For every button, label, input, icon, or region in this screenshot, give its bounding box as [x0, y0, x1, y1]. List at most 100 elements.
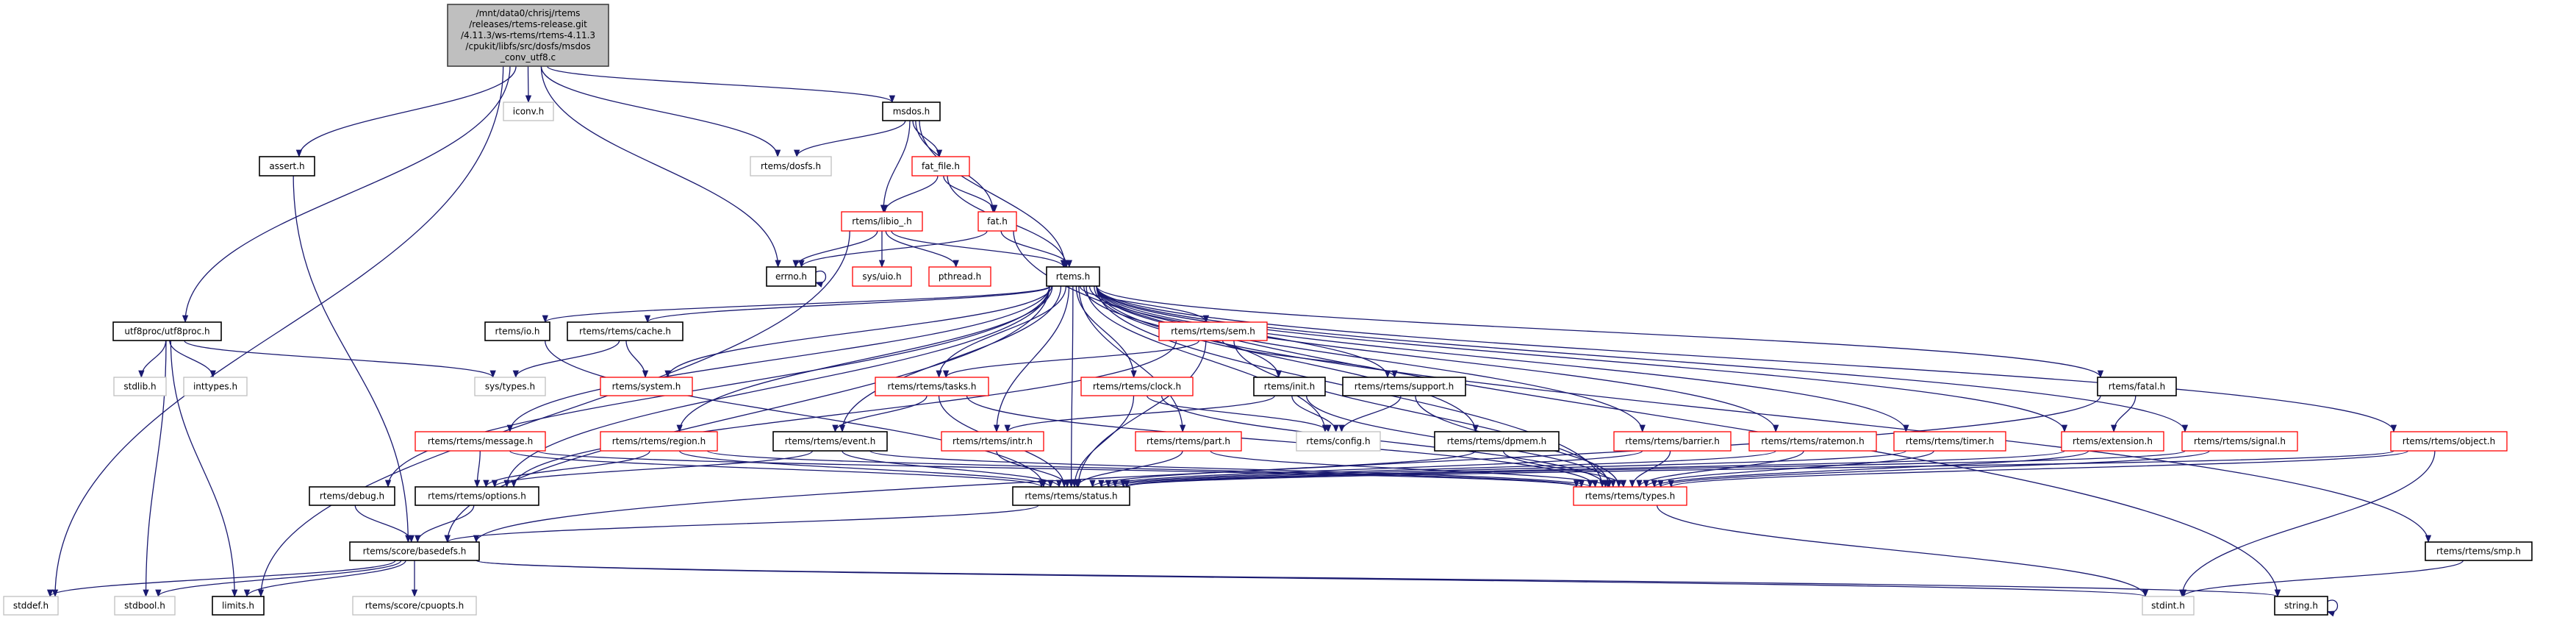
edge-smp-to-stdint: [2181, 560, 2464, 598]
edge-options-to-basedefs: [415, 505, 475, 544]
node-systypes[interactable]: sys/types.h: [474, 377, 546, 396]
node-support[interactable]: rtems/rtems/support.h: [1342, 377, 1466, 396]
edge-rtems-to-extension: [1096, 285, 2068, 433]
node-label: rtems/fatal.h: [2109, 382, 2165, 392]
edge-msdos-to-dosfs: [794, 120, 906, 158]
node-label: iconv.h: [513, 107, 544, 117]
node-label: rtems/rtems/tasks.h: [888, 382, 977, 392]
node-timer[interactable]: rtems/rtems/timer.h: [1893, 431, 2006, 452]
node-label: rtems/rtems/clock.h: [1093, 382, 1181, 392]
node-limits[interactable]: limits.h: [212, 596, 265, 616]
node-system[interactable]: rtems/system.h: [600, 377, 693, 396]
node-cache[interactable]: rtems/rtems/cache.h: [567, 321, 684, 341]
node-box: [113, 377, 167, 396]
node-status[interactable]: rtems/rtems/status.h: [1012, 486, 1130, 506]
node-rtems[interactable]: rtems.h: [1046, 266, 1100, 287]
node-main-file: /mnt/data0/chrisj/rtems/releases/rtems-r…: [447, 4, 609, 67]
node-clock[interactable]: rtems/rtems/clock.h: [1080, 377, 1194, 396]
node-stdlib[interactable]: stdlib.h: [113, 377, 167, 396]
node-init[interactable]: rtems/init.h: [1253, 377, 1326, 396]
node-config[interactable]: rtems/config.h: [1296, 431, 1381, 452]
node-fat_file[interactable]: fat_file.h: [911, 156, 970, 177]
node-libio[interactable]: rtems/libio_.h: [841, 211, 923, 232]
edge-fatal-to-extension: [2111, 395, 2136, 433]
node-signal[interactable]: rtems/rtems/signal.h: [2181, 431, 2298, 452]
node-label: fat.h: [987, 216, 1008, 227]
node-utf8proc[interactable]: utf8proc/utf8proc.h: [112, 321, 222, 341]
node-label: fat_file.h: [922, 161, 960, 171]
node-box: [1158, 321, 1268, 341]
node-io[interactable]: rtems/io.h: [484, 321, 550, 341]
node-box: [600, 431, 718, 452]
node-object[interactable]: rtems/rtems/object.h: [2390, 431, 2508, 452]
node-stdbool[interactable]: stdbool.h: [114, 596, 176, 616]
node-event[interactable]: rtems/rtems/event.h: [772, 431, 888, 452]
node-iconv[interactable]: iconv.h: [503, 101, 554, 121]
edge-rtems-to-cache: [645, 285, 1052, 324]
node-label: rtems/rtems/barrier.h: [1625, 436, 1720, 446]
node-stddef[interactable]: stddef.h: [3, 596, 59, 616]
edge-rtems-to-fatal: [1096, 285, 2103, 379]
node-tasks[interactable]: rtems/rtems/tasks.h: [875, 377, 989, 396]
node-part[interactable]: rtems/rtems/part.h: [1135, 431, 1242, 452]
edge-ratemon-to-status: [1105, 450, 1776, 488]
node-options[interactable]: rtems/rtems/options.h: [415, 486, 539, 506]
node-sem[interactable]: rtems/rtems/sem.h: [1158, 321, 1268, 341]
edge-clock-to-config: [1147, 395, 1332, 433]
node-label: rtems/rtems/event.h: [785, 436, 876, 446]
node-label: rtems/rtems/region.h: [612, 436, 706, 446]
node-barrier[interactable]: rtems/rtems/barrier.h: [1613, 431, 1732, 452]
node-box: [2181, 431, 2298, 452]
node-basedefs[interactable]: rtems/score/basedefs.h: [349, 541, 480, 561]
node-label: rtems/rtems/options.h: [428, 491, 526, 502]
node-debug[interactable]: rtems/debug.h: [309, 486, 395, 506]
node-errno[interactable]: errno.h: [766, 266, 817, 287]
node-msdos[interactable]: msdos.h: [882, 101, 941, 121]
node-fat[interactable]: fat.h: [977, 211, 1017, 232]
node-pthread[interactable]: pthread.h: [928, 266, 991, 287]
node-dosfs[interactable]: rtems/dosfs.h: [750, 156, 832, 177]
node-message[interactable]: rtems/rtems/message.h: [415, 431, 546, 452]
node-smp[interactable]: rtems/rtems/smp.h: [2425, 541, 2533, 561]
edge-part-to-status: [1074, 450, 1183, 488]
edge-utf8proc-to-stdlib: [138, 340, 167, 379]
node-box: [112, 321, 222, 341]
node-inttypes[interactable]: inttypes.h: [183, 377, 248, 396]
edge-event-to-options: [492, 450, 814, 488]
edge-debug-to-basedefs: [354, 505, 415, 544]
node-box: [349, 541, 480, 561]
node-extension[interactable]: rtems/extension.h: [2061, 431, 2164, 452]
node-fatal[interactable]: rtems/fatal.h: [2097, 377, 2177, 396]
node-intr[interactable]: rtems/rtems/intr.h: [941, 431, 1044, 452]
node-assert[interactable]: assert.h: [259, 156, 315, 177]
node-types[interactable]: rtems/rtems/types.h: [1573, 486, 1687, 506]
edge-dpmem-to-types: [1502, 450, 1627, 488]
node-label: sys/uio.h: [862, 271, 901, 282]
node-stdint[interactable]: stdint.h: [2142, 596, 2195, 616]
node-box: [766, 266, 817, 287]
node-label: rtems/rtems/timer.h: [1906, 436, 1994, 446]
edge-extension-to-status: [1120, 450, 2065, 488]
node-box: [772, 431, 888, 452]
node-label: rtems/rtems/part.h: [1147, 436, 1230, 446]
nodes-layer: /mnt/data0/chrisj/rtems/releases/rtems-r…: [3, 4, 2533, 616]
edge-libio-to-errno: [792, 230, 878, 268]
node-box: [852, 266, 912, 287]
node-label: rtems/rtems/object.h: [2403, 436, 2495, 446]
node-dpmem[interactable]: rtems/rtems/dpmem.h: [1434, 431, 1560, 452]
node-uio[interactable]: sys/uio.h: [852, 266, 912, 287]
node-ratemon[interactable]: rtems/rtems/ratemon.h: [1748, 431, 1877, 452]
node-label: _conv_utf8.c: [500, 52, 556, 63]
edge-rtems-to-message: [506, 285, 1050, 433]
node-label: stdbool.h: [124, 601, 165, 611]
node-label: stddef.h: [13, 601, 49, 611]
node-label: /cpukit/libfs/src/dosfs/msdos: [465, 41, 590, 51]
edge-rtems-to-clock: [1075, 285, 1137, 379]
node-region[interactable]: rtems/rtems/region.h: [600, 431, 718, 452]
node-string[interactable]: string.h: [2274, 596, 2328, 616]
edge-rtems-to-config: [1086, 285, 1329, 433]
node-label: rtems/rtems/cache.h: [579, 327, 671, 337]
node-label: rtems/io.h: [495, 327, 540, 337]
node-box: [977, 211, 1017, 232]
node-cpuopts[interactable]: rtems/score/cpuopts.h: [352, 596, 477, 616]
